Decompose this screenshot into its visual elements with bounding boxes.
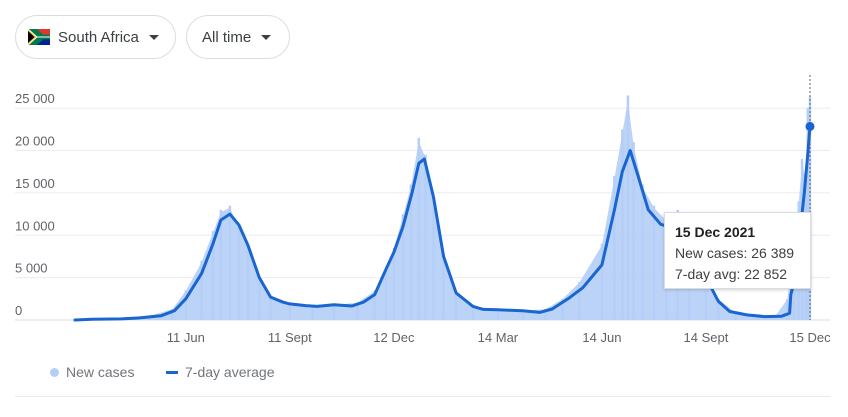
legend-avg-label: 7-day average — [185, 364, 275, 380]
x-tick-label: 14 Sept — [684, 330, 729, 345]
tooltip-date: 15 Dec 2021 — [675, 224, 756, 240]
chevron-down-icon — [148, 34, 159, 40]
seven-day-average-line — [73, 124, 812, 322]
chart-tooltip: 15 Dec 2021 New cases: 26 389 7-day avg:… — [664, 212, 811, 289]
cases-chart[interactable]: 0 5 000 10 000 15 000 20 000 25 000 11 Jun 11 S… — [0, 0, 848, 360]
legend-new-cases: New cases — [50, 364, 134, 380]
y-tick-label: 25 000 — [15, 91, 55, 106]
y-tick-label: 20 000 — [15, 134, 55, 149]
x-tick-label: 15 Dec — [789, 330, 831, 345]
legend-seven-day-average: 7-day average — [166, 364, 275, 380]
y-tick-label: 5 000 — [15, 261, 48, 276]
time-range-selector[interactable]: All time — [186, 15, 290, 59]
new-cases-area — [75, 100, 810, 320]
y-tick-label: 0 — [15, 303, 22, 318]
tooltip-avg: 7-day avg: 22 852 — [675, 266, 788, 282]
avg-line-icon — [166, 370, 178, 374]
x-tick-label: 12 Dec — [373, 330, 415, 345]
x-tick-label: 14 Mar — [478, 330, 519, 345]
x-tick-label: 11 Jun — [167, 330, 205, 345]
new-cases-dot-icon — [50, 367, 59, 377]
highlight-point — [805, 121, 815, 131]
axis-labels: 0 5 000 10 000 15 000 20 000 25 000 11 Jun 11 S… — [15, 91, 831, 345]
tooltip-new-cases: New cases: 26 389 — [675, 245, 795, 261]
seven-day-average-path — [73, 124, 812, 322]
legend-new-cases-label: New cases — [66, 364, 135, 380]
x-tick-label: 11 Sept — [268, 330, 312, 345]
chevron-down-icon — [261, 34, 272, 40]
country-selector[interactable]: South Africa — [15, 15, 176, 59]
y-tick-label: 15 000 — [15, 176, 55, 191]
x-tick-label: 14 Jun — [582, 330, 621, 345]
south-africa-flag-icon — [27, 28, 50, 46]
country-label: South Africa — [58, 28, 139, 46]
time-range-label: All time — [202, 28, 252, 46]
divider — [15, 396, 830, 397]
y-tick-label: 10 000 — [15, 218, 55, 233]
